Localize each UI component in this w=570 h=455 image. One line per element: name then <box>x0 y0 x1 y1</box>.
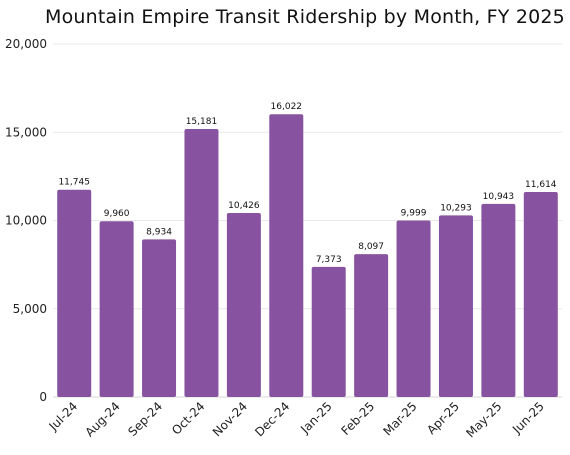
data-label: 10,293 <box>440 203 472 213</box>
data-label: 10,943 <box>483 192 515 202</box>
x-tick-label: Aug-24 <box>82 399 122 439</box>
x-tick-label: Oct-24 <box>169 399 207 437</box>
bar-jun-25 <box>523 192 558 397</box>
data-label: 7,373 <box>316 255 342 265</box>
x-tick-label: Jul-24 <box>46 399 81 434</box>
bar-feb-25 <box>354 254 389 397</box>
bar-may-25 <box>481 203 516 397</box>
bar-jan-25 <box>311 266 346 397</box>
x-tick-label: Jun-25 <box>509 399 547 437</box>
x-tick-label: Dec-24 <box>252 399 292 439</box>
bar-aug-24 <box>99 221 134 397</box>
data-label: 11,614 <box>525 180 557 190</box>
data-label: 8,934 <box>146 227 172 237</box>
x-tick-label: Nov-24 <box>210 399 250 439</box>
data-label: 15,181 <box>186 117 218 127</box>
x-tick-label: Jan-25 <box>297 399 335 437</box>
y-tick-label: 15,000 <box>5 125 47 139</box>
data-label: 9,960 <box>104 209 130 219</box>
data-label: 8,097 <box>358 242 384 252</box>
y-tick-label: 0 <box>39 390 47 404</box>
x-tick-label: Mar-25 <box>380 399 419 438</box>
y-tick-label: 5,000 <box>13 302 47 316</box>
data-label: 11,745 <box>58 178 90 188</box>
data-label: 16,022 <box>271 102 303 112</box>
bar-mar-25 <box>396 220 431 397</box>
chart-title: Mountain Empire Transit Ridership by Mon… <box>45 6 565 28</box>
x-tick-label: Apr-25 <box>424 399 462 437</box>
bar-dec-24 <box>269 114 304 397</box>
bar-oct-24 <box>184 129 219 397</box>
data-label: 10,426 <box>228 201 260 211</box>
bar-sep-24 <box>142 239 177 397</box>
bar-jul-24 <box>57 189 92 397</box>
bar-nov-24 <box>226 212 261 397</box>
bar-apr-25 <box>438 215 473 397</box>
x-tick-label: Sep-24 <box>125 399 165 439</box>
y-tick-label: 10,000 <box>5 214 47 228</box>
x-tick-label: May-25 <box>463 399 504 440</box>
x-tick-label: Feb-25 <box>338 399 377 438</box>
y-tick-label: 20,000 <box>5 37 47 51</box>
data-label: 9,999 <box>401 209 427 219</box>
